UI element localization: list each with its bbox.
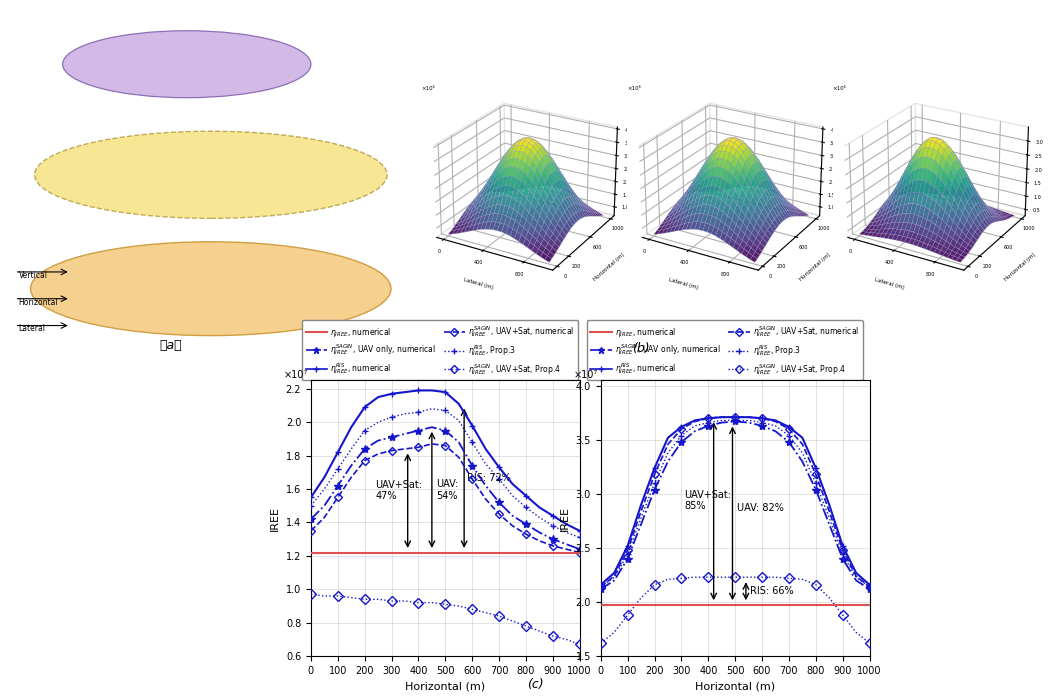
Text: Vertical: Vertical xyxy=(19,271,47,280)
X-axis label: Lateral (m): Lateral (m) xyxy=(668,278,700,290)
Text: RIS: 66%: RIS: 66% xyxy=(750,586,794,596)
Text: ×10⁶: ×10⁶ xyxy=(422,87,435,91)
Text: (b): (b) xyxy=(632,343,650,355)
Text: （a）: （a） xyxy=(159,339,182,352)
Text: Horizontal: Horizontal xyxy=(19,297,58,306)
Text: ×10⁶: ×10⁶ xyxy=(833,87,846,91)
Ellipse shape xyxy=(31,242,391,336)
Ellipse shape xyxy=(35,131,387,218)
X-axis label: Lateral (m): Lateral (m) xyxy=(874,278,905,290)
Text: UAV+Sat:
85%: UAV+Sat: 85% xyxy=(684,489,731,511)
Ellipse shape xyxy=(62,31,311,98)
Legend: $\eta_{IREE}$, numerical, $\eta_{IREE}^{SAGIN}$, UAV only, numerical, $\eta_{IRE: $\eta_{IREE}$, numerical, $\eta_{IREE}^{… xyxy=(586,320,863,380)
Y-axis label: IREE: IREE xyxy=(270,506,280,530)
Text: ×10⁷: ×10⁷ xyxy=(285,370,309,380)
Y-axis label: Horizontal (m): Horizontal (m) xyxy=(798,251,832,281)
Text: (c): (c) xyxy=(527,678,544,690)
Legend: $\eta_{IREE}$, numerical, $\eta_{IREE}^{SAGIN}$, UAV only, numerical, $\eta_{IRE: $\eta_{IREE}$, numerical, $\eta_{IREE}^{… xyxy=(301,320,579,380)
Y-axis label: Horizontal (m): Horizontal (m) xyxy=(1003,251,1037,281)
Text: UAV: 82%: UAV: 82% xyxy=(737,503,783,513)
Text: ×10⁶: ×10⁶ xyxy=(627,87,641,91)
X-axis label: Horizontal (m): Horizontal (m) xyxy=(405,681,486,692)
Text: RIS: 72%: RIS: 72% xyxy=(467,473,511,483)
Y-axis label: Horizontal (m): Horizontal (m) xyxy=(592,251,626,281)
Y-axis label: IREE: IREE xyxy=(560,506,570,530)
Text: UAV:
54%: UAV: 54% xyxy=(436,479,458,500)
Text: Lateral: Lateral xyxy=(19,325,45,334)
Text: ×10⁷: ×10⁷ xyxy=(573,370,599,380)
Text: UAV+Sat:
47%: UAV+Sat: 47% xyxy=(375,480,423,501)
X-axis label: Lateral (m): Lateral (m) xyxy=(463,278,494,290)
X-axis label: Horizontal (m): Horizontal (m) xyxy=(695,681,776,692)
